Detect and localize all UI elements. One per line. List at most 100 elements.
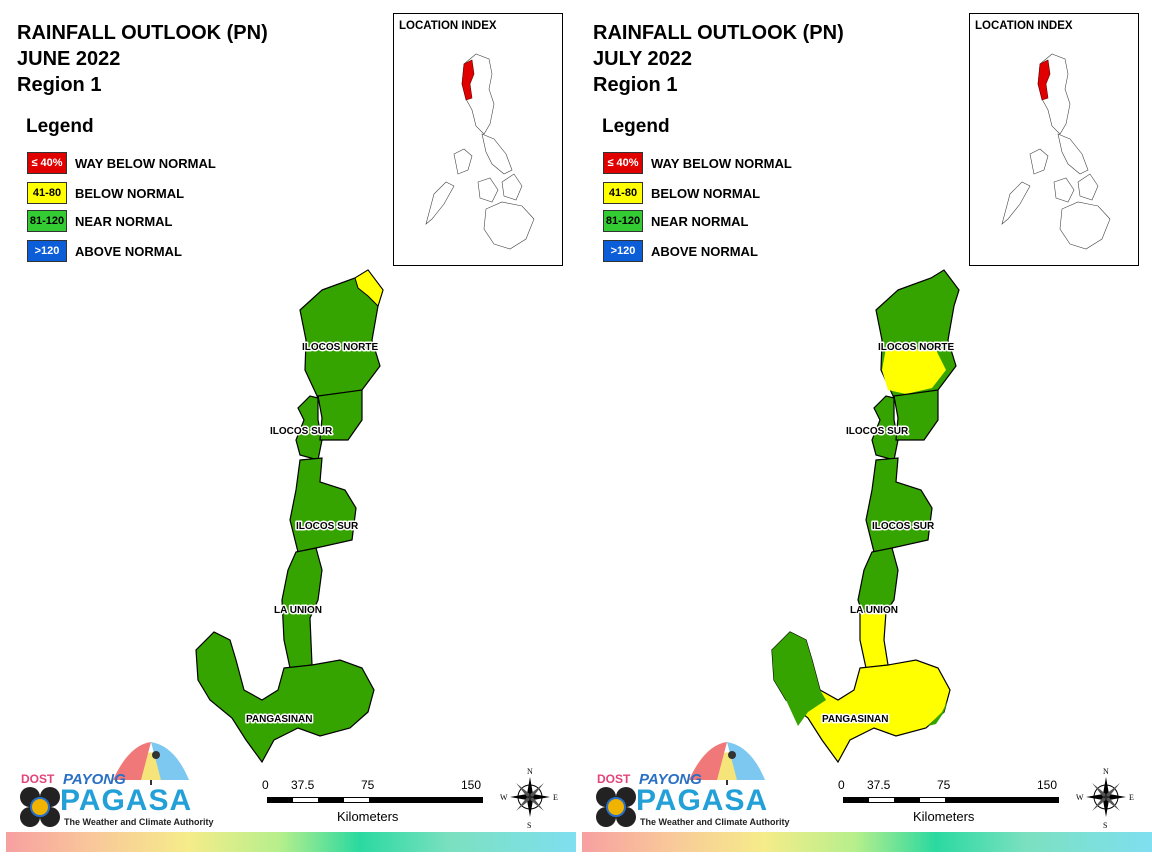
- umbrella-icon: [113, 742, 189, 785]
- dost-seal-icon: [20, 787, 60, 827]
- legend-label: WAY BELOW NORMAL: [651, 155, 792, 171]
- legend-item-below: 41-80 BELOW NORMAL: [603, 181, 760, 205]
- legend-item-near: 81-120 NEAR NORMAL: [603, 209, 749, 233]
- legend-item-above: >120 ABOVE NORMAL: [603, 239, 758, 263]
- north-arrow-compass-icon: N S W E: [1076, 767, 1134, 829]
- footer-gradient-bar: [582, 832, 1152, 852]
- scale-tick-0: 0: [262, 778, 269, 792]
- pagasa-text: PAGASA: [636, 784, 769, 817]
- legend-swatch: 41-80: [603, 182, 643, 204]
- philippines-locator-map: [425, 53, 535, 250]
- la-union-north-area: [857, 547, 899, 613]
- title-month: JULY 2022: [593, 48, 692, 70]
- pangasinan-area: [195, 631, 375, 764]
- province-label-ilocos-sur: ILOCOS SUR: [846, 426, 909, 437]
- compass-w: W: [500, 793, 508, 802]
- scale-tick-75: 75: [361, 778, 375, 792]
- tagline-text: The Weather and Climate Authority: [64, 817, 214, 827]
- legend-label: NEAR NORMAL: [75, 213, 173, 229]
- compass-e: E: [1129, 793, 1134, 802]
- province-label-ilocos-sur-2: ILOCOS SUR: [296, 521, 359, 532]
- legend-swatch: 41-80: [27, 182, 67, 204]
- compass-e: E: [553, 793, 558, 802]
- north-arrow-compass-icon: N S W E: [500, 767, 558, 829]
- compass-n: N: [1103, 767, 1109, 776]
- region-1-rainfall-map: ILOCOS NORTE ILOCOS SUR ILOCOS SUR LA UN…: [771, 269, 1059, 803]
- dost-text: DOST: [597, 772, 631, 786]
- legend-swatch: 81-120: [27, 210, 67, 232]
- legend-label: BELOW NORMAL: [651, 185, 761, 201]
- legend-item-near: 81-120 NEAR NORMAL: [27, 209, 173, 233]
- province-label-la-union: LA UNION: [850, 605, 898, 616]
- compass-n: N: [527, 767, 533, 776]
- title-region: Region 1: [593, 74, 678, 96]
- region-1-highlight: [1037, 59, 1051, 101]
- province-label-ilocos-norte: ILOCOS NORTE: [302, 342, 378, 353]
- legend-swatch: >120: [603, 240, 643, 262]
- abra-strip-area: [317, 389, 363, 441]
- scale-unit: Kilometers: [337, 809, 399, 824]
- tagline-text: The Weather and Climate Authority: [640, 817, 790, 827]
- title-line-1: RAINFALL OUTLOOK (PN): [593, 22, 844, 44]
- outlook-panel-june: RAINFALL OUTLOOK (PN) JUNE 2022 Region 1…: [6, 13, 576, 852]
- compass-s: S: [1103, 821, 1107, 829]
- legend-swatch: ≤ 40%: [603, 152, 643, 174]
- location-index-title: LOCATION INDEX: [399, 20, 497, 32]
- legend-swatch: 81-120: [603, 210, 643, 232]
- province-label-pangasinan: PANGASINAN: [246, 714, 312, 725]
- footer-gradient-bar: [6, 832, 576, 852]
- philippines-locator-map: [1001, 53, 1111, 250]
- scale-tick-37: 37.5: [291, 778, 315, 792]
- ilocos-norte-north-tip: [354, 269, 384, 307]
- ilocos-sur-south-area: [865, 457, 933, 553]
- map-title: RAINFALL OUTLOOK (PN) JUNE 2022 Region 1: [17, 20, 268, 98]
- outlook-panel-july: RAINFALL OUTLOOK (PN) JULY 2022 Region 1…: [576, 0, 1152, 864]
- legend-label: NEAR NORMAL: [651, 213, 749, 229]
- scale-tick-75: 75: [937, 778, 951, 792]
- title-line-1: RAINFALL OUTLOOK (PN): [17, 22, 268, 44]
- legend-item-way-below: ≤ 40% WAY BELOW NORMAL: [603, 151, 792, 175]
- legend-label: ABOVE NORMAL: [75, 243, 182, 259]
- province-label-ilocos-norte: ILOCOS NORTE: [878, 342, 954, 353]
- ilocos-sur-south-area: [289, 457, 357, 553]
- scale-bar: [267, 797, 483, 803]
- scale-tick-150: 150: [1037, 778, 1058, 792]
- compass-s: S: [527, 821, 531, 829]
- legend-title: Legend: [602, 116, 670, 137]
- pagasa-logo: DOST PAYONG PAGASA The Weather and Clima…: [592, 740, 792, 830]
- dost-text: DOST: [21, 772, 55, 786]
- compass-w: W: [1076, 793, 1084, 802]
- pangasinan-east-near-normal-zone: [928, 700, 948, 726]
- legend-item-way-below: ≤ 40% WAY BELOW NORMAL: [27, 151, 216, 175]
- legend-label: ABOVE NORMAL: [651, 243, 758, 259]
- umbrella-icon: [689, 742, 765, 785]
- payong-text: PAYONG: [639, 771, 702, 788]
- legend-swatch: >120: [27, 240, 67, 262]
- ilocos-sur-north-area: [295, 395, 323, 461]
- scale-tick-0: 0: [838, 778, 845, 792]
- scale-unit: Kilometers: [913, 809, 975, 824]
- pangasinan-west-near-normal-zone: [772, 632, 826, 726]
- scale-bar: [843, 797, 1059, 803]
- province-label-ilocos-sur: ILOCOS SUR: [270, 426, 333, 437]
- province-label-la-union: LA UNION: [274, 605, 322, 616]
- region-1-rainfall-map: ILOCOS NORTE ILOCOS SUR ILOCOS SUR LA UN…: [195, 269, 483, 803]
- ilocos-norte-below-normal-zone: [882, 348, 946, 394]
- payong-text: PAYONG: [63, 771, 126, 788]
- legend-label: WAY BELOW NORMAL: [75, 155, 216, 171]
- pagasa-text: PAGASA: [60, 784, 193, 817]
- scale-tick-150: 150: [461, 778, 482, 792]
- region-1-highlight: [461, 59, 475, 101]
- title-month: JUNE 2022: [17, 48, 121, 70]
- scale-tick-37: 37.5: [867, 778, 891, 792]
- location-index-inset: LOCATION INDEX: [969, 13, 1139, 266]
- abra-strip-area: [893, 389, 939, 441]
- legend-title: Legend: [26, 116, 94, 137]
- province-label-ilocos-sur-2: ILOCOS SUR: [872, 521, 935, 532]
- la-union-below-normal-area: [859, 611, 889, 669]
- ilocos-sur-north-area: [871, 395, 899, 461]
- legend-item-below: 41-80 BELOW NORMAL: [27, 181, 184, 205]
- location-index-inset: LOCATION INDEX: [393, 13, 563, 266]
- pangasinan-area: [771, 631, 951, 764]
- legend-swatch: ≤ 40%: [27, 152, 67, 174]
